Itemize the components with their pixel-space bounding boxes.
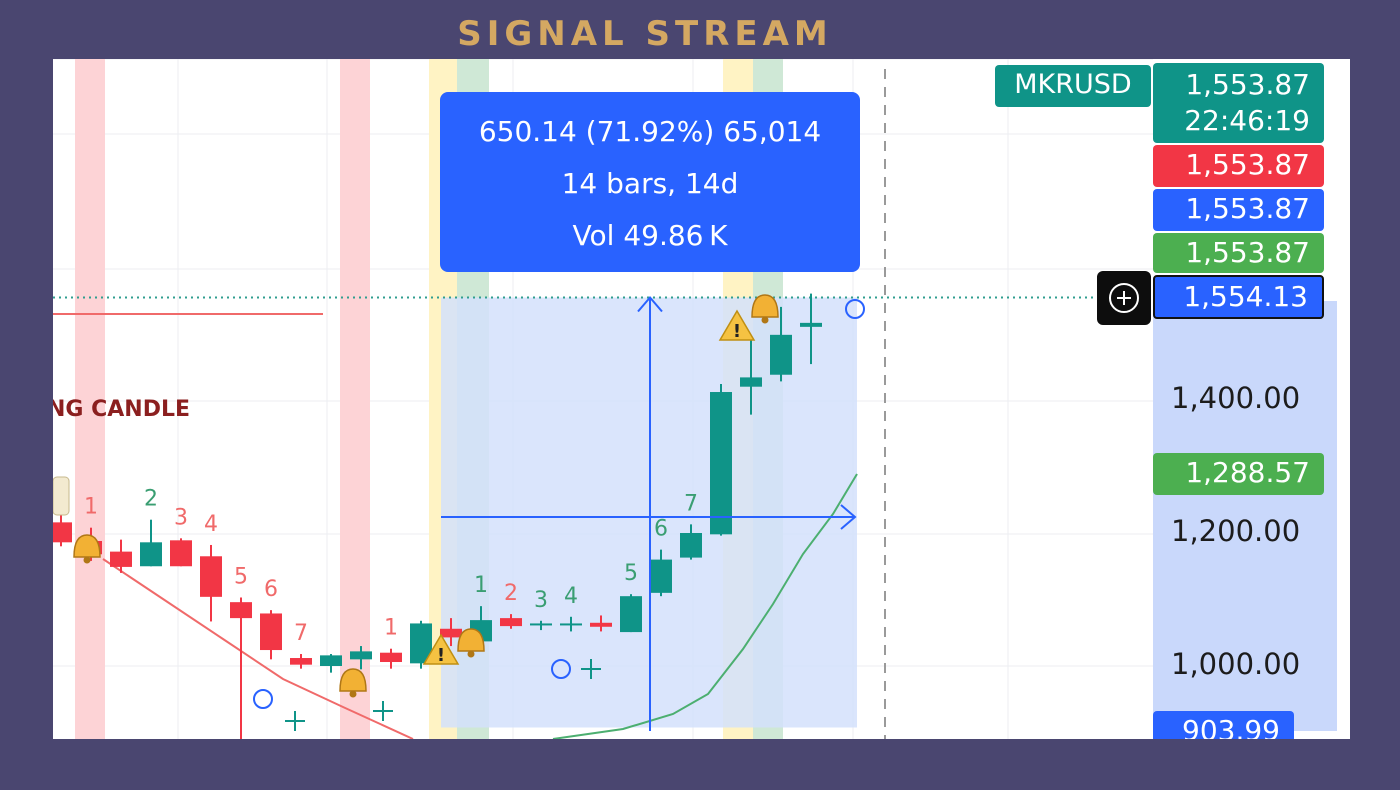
candle-body (800, 322, 822, 327)
signal-circle-icon (551, 659, 571, 679)
signal-band-red (340, 59, 370, 739)
crosshair-price-tag: 1,554.13 (1153, 275, 1324, 319)
bell-icon (349, 690, 357, 698)
scale-measure-highlight (1153, 301, 1337, 731)
candle-body (110, 551, 132, 567)
candle-count-label: 1 (384, 616, 398, 641)
candle-count-label: 5 (624, 561, 638, 586)
measure-bars: 14 bars, 14d (561, 167, 739, 200)
measure-tooltip: 650.14 (71.92%) 65,014 14 bars, 14d Vol … (440, 92, 860, 272)
warning-icon: ! (437, 645, 445, 666)
bell-icon (467, 650, 475, 658)
bottom-price-tag: 903.99 (1153, 711, 1294, 739)
candle-body (740, 377, 762, 387)
y-tick-1200: 1,200.00 (1171, 514, 1301, 548)
candle-body (230, 602, 252, 619)
candle-body (560, 623, 582, 626)
signal-circle-icon (253, 689, 273, 709)
candle-body (53, 522, 72, 543)
candle-count-label: 3 (174, 505, 188, 530)
candle-body (650, 559, 672, 593)
add-alert-button[interactable] (1097, 271, 1151, 325)
candle-body (590, 622, 612, 627)
candle-count-label: 1 (84, 495, 98, 520)
candle-count-label: 6 (264, 577, 278, 602)
green-price-tag: 1,553.87 (1153, 233, 1324, 273)
candle-count-label: 3 (534, 588, 548, 613)
red-price-tag: 1,553.87 (1153, 145, 1324, 187)
signal-band-red (75, 59, 105, 739)
candle-body (410, 623, 432, 664)
measure-arrow-head (840, 504, 857, 530)
candle-count-label: 2 (144, 487, 158, 512)
candle-body (710, 392, 732, 535)
candle-count-label: 4 (564, 584, 578, 609)
candle-body (770, 334, 792, 375)
y-tick-1000: 1,000.00 (1171, 647, 1301, 681)
candle-count-label: 5 (234, 565, 248, 590)
candle-body (140, 542, 162, 567)
candle-body (500, 618, 522, 627)
bell-icon (339, 668, 367, 692)
candle-count-label: 7 (684, 491, 698, 516)
candle-body (380, 652, 402, 663)
last-price-tag: 1,553.87 22:46:19 (1153, 63, 1324, 143)
last-price: 1,553.87 (1185, 68, 1310, 101)
candle-body (440, 628, 462, 638)
measure-arrow-head (637, 295, 663, 313)
candle-body (290, 658, 312, 665)
green-low-tag: 1,288.57 (1153, 453, 1324, 495)
y-tick-1400: 1,400.00 (1171, 381, 1301, 415)
bell-icon (751, 294, 779, 318)
plus-circle-icon (1109, 283, 1139, 313)
candle-body (620, 596, 642, 633)
candle-body (260, 613, 282, 651)
candle-count-label: 1 (474, 573, 488, 598)
symbol-label[interactable]: MKRUSD (995, 65, 1151, 107)
warning-icon (718, 309, 756, 341)
bell-icon (761, 316, 769, 324)
candle-count-label: 7 (294, 621, 308, 646)
candle-body (200, 556, 222, 597)
candle-icon (53, 476, 70, 516)
candle-body (680, 533, 702, 558)
candle-count-label: 6 (654, 517, 668, 542)
signal-circle-icon (845, 299, 865, 319)
warning-icon: ! (733, 321, 741, 342)
bar-countdown: 22:46:19 (1184, 104, 1310, 137)
bell-icon (73, 534, 101, 558)
measure-volume: Vol 49.86 K (572, 219, 728, 252)
bell-icon (83, 556, 91, 564)
bell-icon (457, 628, 485, 652)
candle-body (170, 540, 192, 567)
moving-average-line (552, 473, 858, 739)
down-trend-line (102, 558, 414, 739)
brand-logo: SIGNAL STREAM (457, 14, 833, 54)
chart-frame[interactable]: 1 2 3 4 5 6 7 1 1 2 3 4 5 6 7!! NG CANDLE 650.14 (71.9… (53, 59, 1350, 739)
measure-change: 650.14 (71.92%) 65,014 (478, 115, 822, 148)
signal-annotation: NG CANDLE (53, 397, 191, 422)
candle-count-label: 2 (504, 581, 518, 606)
warning-icon (422, 633, 460, 665)
candle-count-label: 4 (204, 512, 218, 537)
blue-price-tag: 1,553.87 (1153, 189, 1324, 231)
candle-body (530, 623, 552, 626)
candle-body (320, 655, 342, 666)
candle-body (350, 651, 372, 660)
